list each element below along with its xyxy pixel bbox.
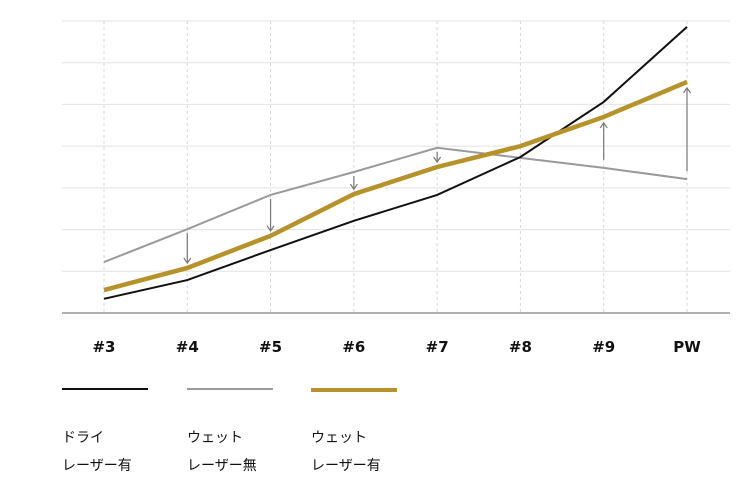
x-axis-label: #6 [342,338,366,356]
x-axis-label: #9 [592,338,616,356]
legend-swatch-wet-no-laser [187,388,273,390]
difference-arrows [183,86,691,264]
x-axis-label: #5 [259,338,283,356]
horizontal-gridlines [62,20,730,272]
arrow-down-icon [433,156,442,164]
arrow-down-icon [266,225,275,232]
series-line [103,79,688,293]
line-chart [62,20,730,314]
arrow-down-icon [183,257,192,264]
legend-swatch-wet-laser [311,388,397,392]
legend-label: ドライ レーザー有 [62,430,132,474]
legend-label: ウェット レーザー無 [187,430,257,474]
series-lines [103,26,688,300]
series-line [103,146,688,264]
x-axis-label: #4 [175,338,199,356]
series-line [103,26,688,300]
x-axis-label: #7 [425,338,449,356]
arrow-down-icon [349,183,358,191]
legend-swatch-dry-laser [62,388,148,390]
x-axis-label: PW [673,338,701,356]
x-axis-label: #3 [92,338,116,356]
x-axis-label: #8 [508,338,532,356]
arrow-up-icon [683,86,691,94]
legend-label: ウェット レーザー有 [311,430,381,474]
arrow-up-icon [599,121,608,129]
